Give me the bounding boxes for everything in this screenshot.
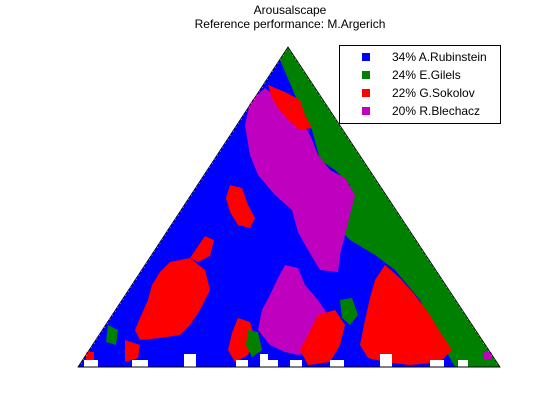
legend-item-rubinstein: 34% A.Rubinstein <box>340 48 500 66</box>
region-sokolov-apex <box>268 85 312 130</box>
base-notch <box>132 360 148 367</box>
legend-item-sokolov: 22% G.Sokolov <box>340 84 500 102</box>
legend-item-blechacz: 20% R.Blechacz <box>340 102 500 120</box>
region-sokolov-bottom-center <box>300 310 345 365</box>
base-notch <box>268 360 278 367</box>
base-notch <box>236 360 248 367</box>
base-notch <box>430 360 444 367</box>
region-sokolov-finger <box>190 236 214 262</box>
triangle-frame <box>77 46 501 368</box>
region-gilels-pocket-4 <box>470 335 486 356</box>
base-notch <box>184 354 196 367</box>
legend-swatch-sokolov <box>362 89 370 97</box>
region-sokolov-small <box>226 185 255 228</box>
region-sokolov-left <box>135 258 210 340</box>
chart-subtitle: Reference performance: M.Argerich <box>194 17 386 31</box>
legend-label-rubinstein: 34% A.Rubinstein <box>392 50 487 64</box>
base-notch <box>290 360 302 367</box>
base-notch <box>260 354 268 367</box>
region-sokolov-speck <box>86 352 94 360</box>
legend: 34% A.Rubinstein 24% E.Gilels 22% G.Soko… <box>339 45 501 124</box>
base-notch <box>330 360 344 367</box>
legend-label-blechacz: 20% R.Blechacz <box>392 104 481 118</box>
region-gilels-pocket-3 <box>340 298 358 325</box>
legend-label-gilels: 24% E.Gilels <box>392 68 461 82</box>
region-blechacz-speck <box>484 352 492 360</box>
region-sokolov-edge <box>125 340 140 362</box>
region-gilels-pocket-1 <box>106 325 118 345</box>
triangle-outline <box>77 46 501 368</box>
region-gilels-pocket-2 <box>246 330 262 357</box>
legend-label-sokolov: 22% G.Sokolov <box>392 86 475 100</box>
legend-swatch-blechacz <box>362 107 370 115</box>
region-sokolov-right <box>360 265 452 365</box>
region-sokolov-bottom-left <box>228 318 255 362</box>
chart-title: Arousalscape <box>253 3 327 17</box>
base-notch <box>380 354 392 367</box>
base-notch <box>458 360 468 367</box>
legend-swatch-gilels <box>362 71 370 79</box>
legend-swatch-rubinstein <box>362 53 370 61</box>
base-notch <box>84 360 98 367</box>
legend-item-gilels: 24% E.Gilels <box>340 66 500 84</box>
region-blechacz-upper <box>245 88 355 272</box>
region-gilels <box>280 47 500 367</box>
regions <box>84 47 500 367</box>
